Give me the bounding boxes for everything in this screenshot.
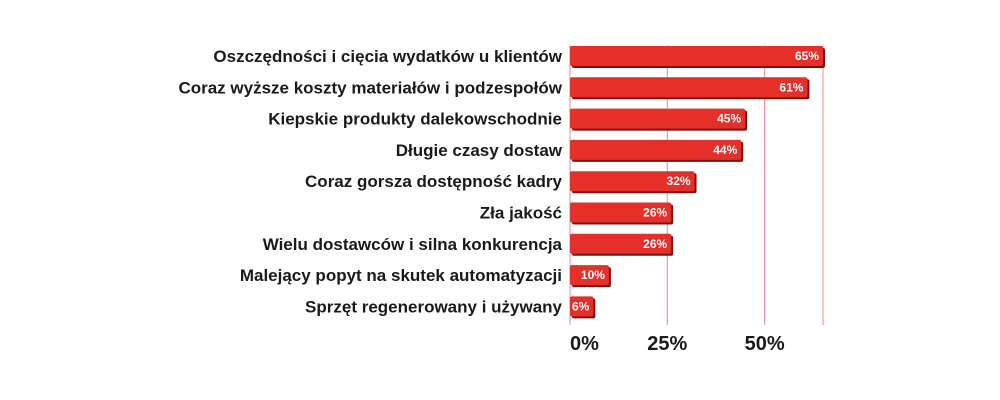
bar: 6% [570, 296, 596, 319]
data-label: 26% [643, 206, 667, 220]
tick-label: 25% [647, 333, 687, 355]
category-label: Malejący popyt na skutek automatyzacji [240, 266, 562, 285]
bar-face [570, 296, 594, 317]
category-labels: Oszczędności i cięcia wydatków u klientó… [178, 47, 562, 316]
bar-face [570, 77, 808, 98]
bar-face [570, 171, 695, 192]
bar-face [570, 108, 746, 129]
data-label: 45% [717, 112, 741, 126]
data-label: 44% [713, 143, 737, 157]
data-label: 32% [667, 174, 691, 188]
category-label: Kiepskie produkty dalekowschodnie [268, 110, 562, 129]
data-label: 61% [779, 80, 803, 94]
bar-face [570, 139, 742, 160]
tick-label: 50% [745, 333, 785, 355]
bar: 10% [570, 265, 611, 288]
bar-face [570, 233, 672, 254]
category-label: Długie czasy dostaw [396, 141, 563, 160]
category-label: Oszczędności i cięcia wydatków u klientó… [213, 47, 562, 66]
data-label: 10% [581, 268, 605, 282]
x-axis-ticks: 0% 25% 50% [570, 333, 785, 355]
bar: 26% [570, 233, 674, 256]
bar: 44% [570, 139, 744, 162]
bar-face [570, 46, 823, 66]
category-label: Coraz wyższe koszty materiałów i podzesp… [178, 78, 562, 97]
bar: 65% [570, 46, 825, 68]
bar-face [570, 265, 609, 286]
category-label: Sprzęt regenerowany i używany [305, 297, 563, 316]
data-label: 6% [572, 299, 590, 313]
data-label: 26% [643, 237, 667, 251]
data-label: 65% [795, 49, 819, 63]
bars: 65% 61% 45% 44% 32% 26% 26% 10% 6% [570, 46, 825, 319]
bar: 26% [570, 202, 674, 225]
bar: 45% [570, 108, 748, 131]
tick-label: 0% [570, 333, 599, 355]
category-label: Wielu dostawców i silna konkurencja [263, 235, 563, 254]
bar-face [570, 202, 672, 223]
bar: 32% [570, 171, 697, 194]
bar: 61% [570, 77, 810, 100]
category-label: Coraz gorsza dostępność kadry [305, 172, 563, 191]
category-label: Zła jakość [480, 204, 562, 223]
